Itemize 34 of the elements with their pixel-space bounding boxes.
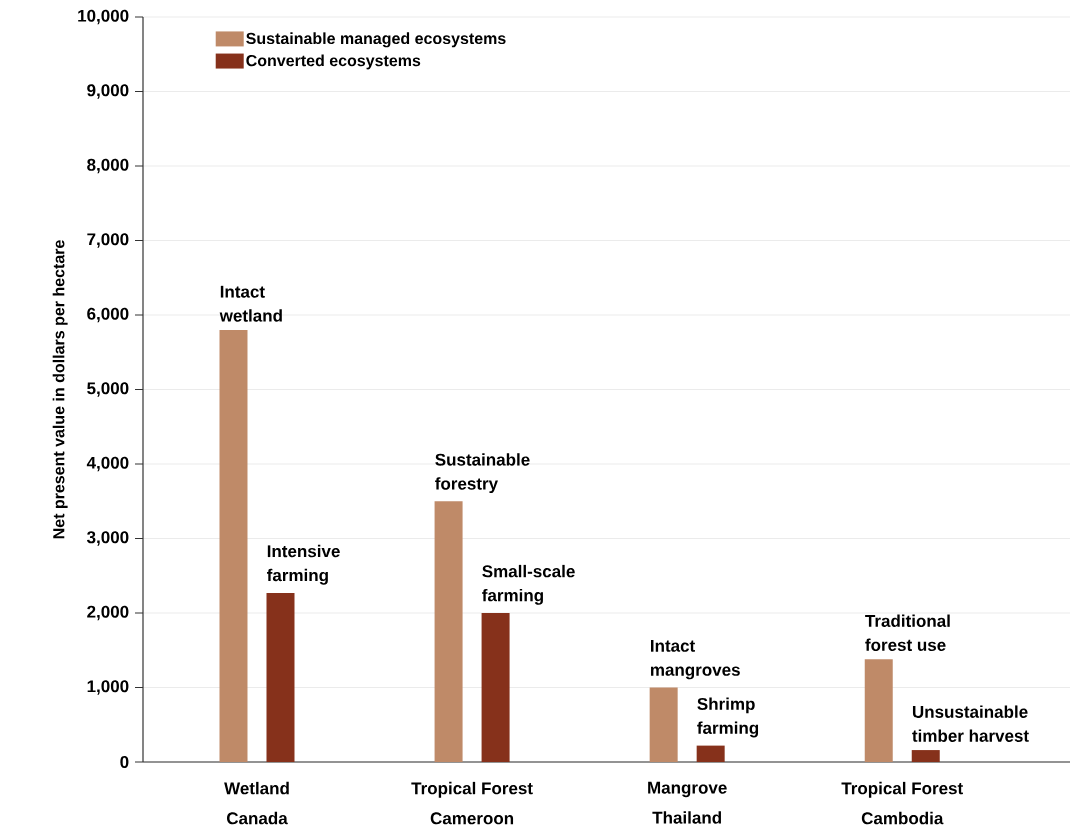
legend-label: Sustainable managed ecosystems [246,32,506,48]
bar [266,592,295,762]
y-tick-label: 8,000 [87,158,129,174]
annotation: Intensive farming [266,544,340,585]
annotation: Unsustainable timber harvest [912,705,1029,742]
y-tick-label: 2,000 [87,605,129,621]
x-tick-label: Wetland Canada [224,781,289,825]
bar [219,329,248,762]
annotation: Sustainable forestry [435,453,530,494]
y-tick-label: 10,000 [78,9,129,25]
annotation: Traditional forest use [865,614,950,651]
y-axis-title: Net present value in dollars per hectare [52,240,68,539]
annotation: Shrimp farming [697,697,759,738]
bar [481,613,510,762]
bar [696,745,725,762]
bar [649,687,678,762]
bar [434,501,463,762]
legend-label: Converted ecosystems [246,54,421,70]
x-tick-label: Tropical Forest Cameroon [411,781,533,825]
annotation: Small-scale farming [482,564,575,605]
y-tick-label: 5,000 [87,382,129,397]
y-tick-label: 9,000 [87,84,129,99]
annotation: Intact mangroves [650,639,740,680]
y-tick-label: 0 [120,755,129,769]
y-tick-label: 6,000 [87,307,129,323]
bar [911,750,940,762]
x-tick-label: Tropical Forest Cambodia [841,781,963,825]
x-tick-label: Mangrove Thailand [648,781,727,824]
bar [864,659,893,762]
annotation: Intact wetland [219,285,282,322]
y-tick-label: 1,000 [87,680,129,695]
y-tick-label: 7,000 [87,233,129,248]
y-tick-label: 3,000 [86,531,129,546]
y-tick-label: 4,000 [86,456,129,472]
